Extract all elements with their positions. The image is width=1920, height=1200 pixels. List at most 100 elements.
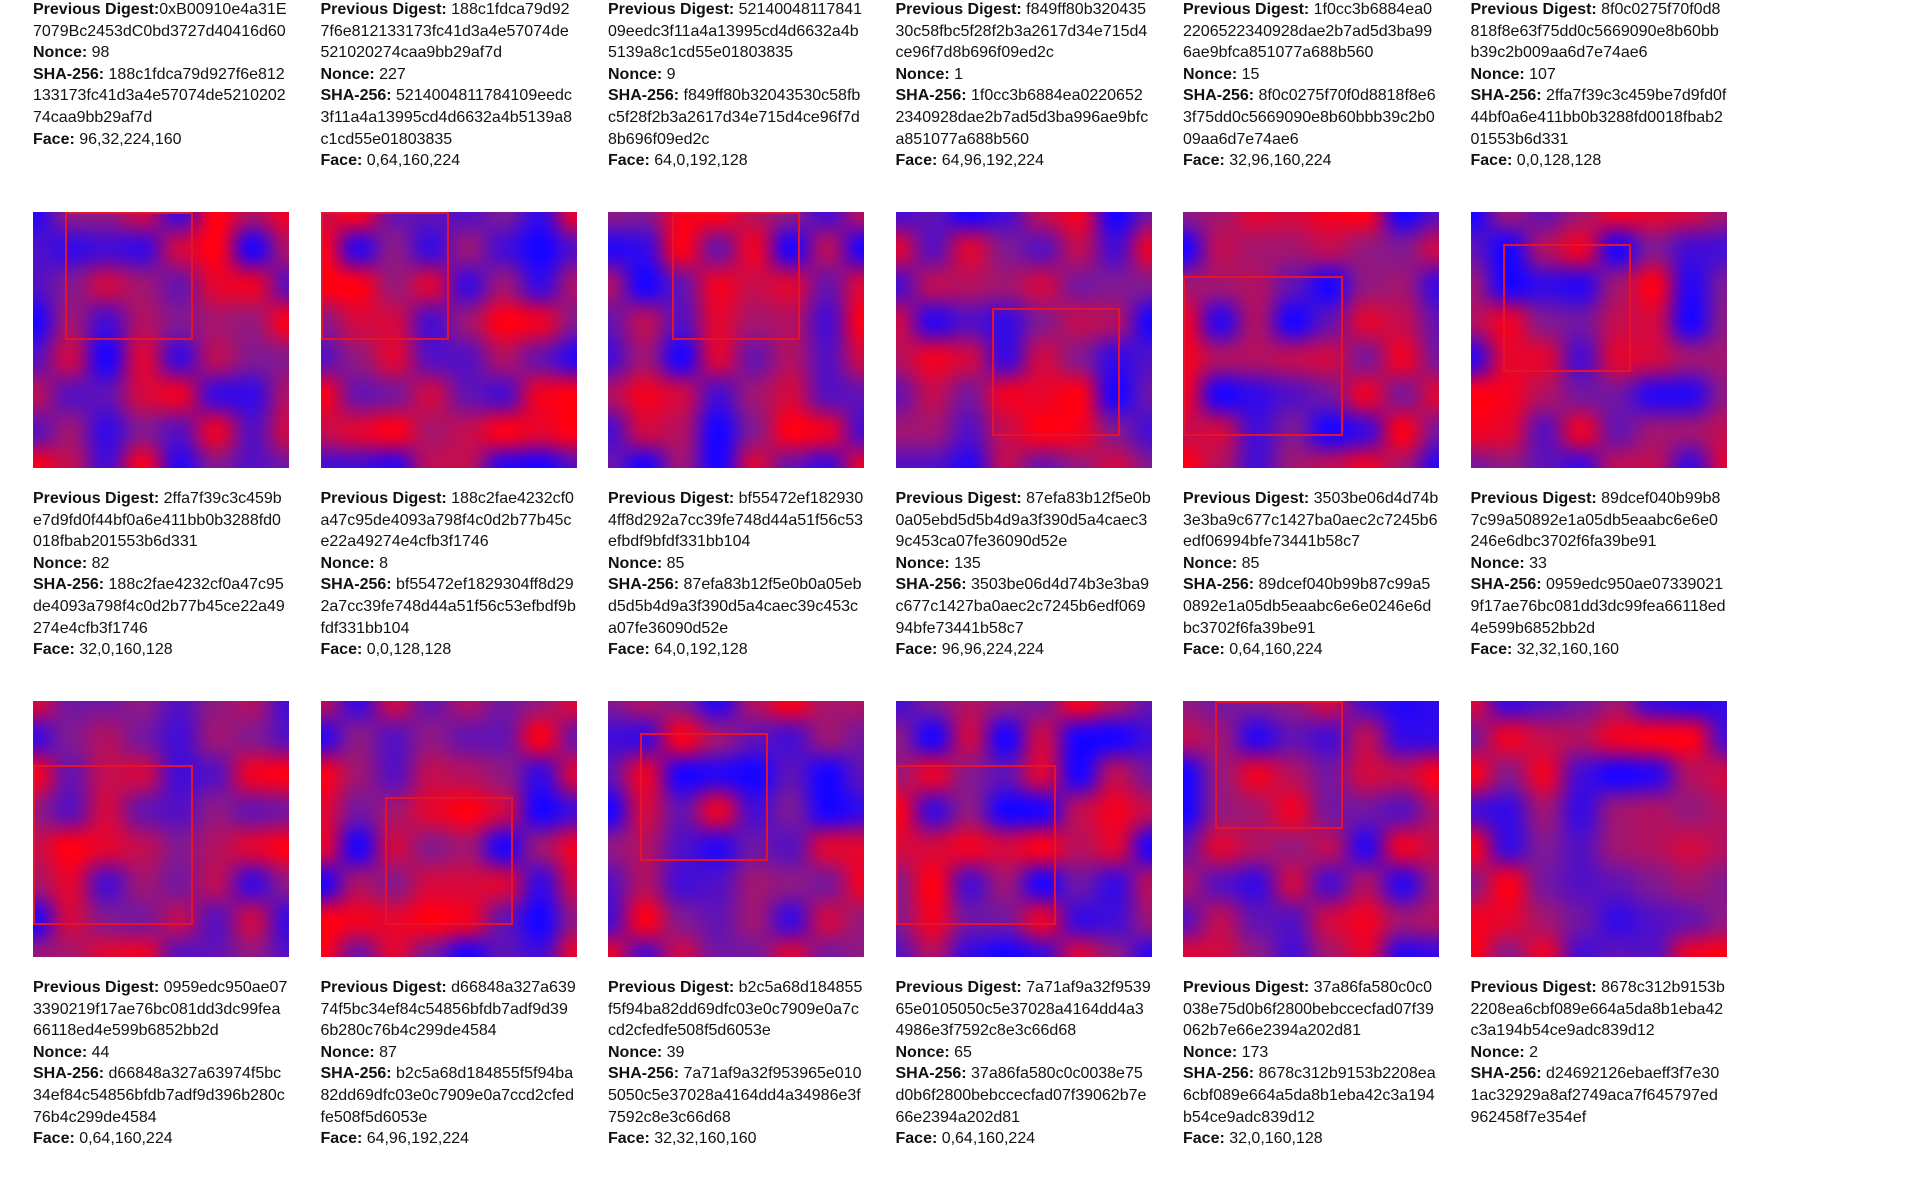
- noise-cell: [1274, 340, 1311, 377]
- noise-cell: [1470, 303, 1490, 340]
- block-meta: Previous Digest: 8f0c0275f70f0d8818f8e63f…: [1471, 0, 1727, 172]
- noise-cell: [1707, 412, 1727, 450]
- noise-cell: [88, 829, 125, 866]
- noise-cell: [161, 701, 198, 720]
- face-detection-box: [640, 733, 768, 861]
- noise-cell: [950, 829, 988, 866]
- noise-cell: [1671, 701, 1708, 720]
- noise-cell: [663, 701, 700, 720]
- noise-cell: [339, 303, 376, 340]
- noise-cell: [320, 230, 340, 268]
- noise-cell: [233, 901, 271, 939]
- noise-cell: [484, 756, 522, 793]
- noise-cell: [1562, 901, 1599, 939]
- block-meta: Previous Digest: 5214004811784109eedc3f11…: [608, 0, 864, 172]
- noise-cell: [1383, 212, 1421, 231]
- noise-cell: [1096, 865, 1133, 902]
- nonce-value: 173: [1241, 1043, 1269, 1061]
- noise-cell: [663, 938, 700, 957]
- noise-cell: [1562, 212, 1599, 231]
- noise-cell: [124, 719, 161, 757]
- noise-cell: [845, 212, 864, 231]
- face-value: 96,32,224,160: [79, 130, 182, 148]
- noise-cell: [1420, 829, 1439, 866]
- sha256-label: SHA-256:: [895, 87, 967, 105]
- noise-cell: [608, 829, 627, 866]
- noise-cell: [608, 267, 627, 304]
- noise-cell: [895, 267, 915, 304]
- sha256-label: SHA-256:: [33, 576, 105, 594]
- face-detection-box: [991, 308, 1120, 436]
- noise-cell: [1562, 376, 1599, 413]
- previous-digest-value: 5214004811784109eedc3f11a4a13995cd4d6632…: [608, 1, 863, 62]
- noise-cell: [950, 340, 988, 377]
- noise-cell: [1201, 412, 1239, 450]
- noise-cell: [233, 792, 271, 829]
- noise-cell: [521, 376, 558, 413]
- noise-cell: [1634, 212, 1672, 231]
- nonce-label: Nonce:: [1183, 1043, 1238, 1061]
- face-line: Face: 0,64,160,224: [321, 150, 577, 172]
- noise-cell: [33, 449, 52, 468]
- noise-cell: [1311, 230, 1348, 268]
- previous-digest-value: b2c5a68d184855f5f94ba82dd69dfc03e0c7909e…: [608, 979, 863, 1040]
- noise-cell: [320, 901, 340, 939]
- noise-cell: [987, 756, 1024, 793]
- noise-cell: [772, 938, 809, 957]
- noise-cell: [1238, 756, 1275, 793]
- noise-cell: [895, 719, 915, 757]
- noise-cell: [845, 701, 864, 720]
- noise-cell: [197, 865, 234, 902]
- noise-cell: [1420, 303, 1439, 340]
- noise-cell: [375, 865, 413, 902]
- nonce-value: 82: [91, 554, 110, 572]
- noise-cell: [88, 756, 125, 793]
- previous-digest-line: Previous Digest: 89dcef040b99b87c99a50892…: [1471, 488, 1727, 553]
- noise-cell: [1420, 938, 1439, 957]
- previous-digest-line: Previous Digest: 188c2fae4232cf0a47c95de4…: [321, 488, 577, 553]
- sha256-label: SHA-256:: [320, 576, 392, 594]
- noise-cell: [1201, 938, 1239, 957]
- noise-cell: [1059, 701, 1097, 720]
- sha256-label: SHA-256:: [1183, 1065, 1255, 1083]
- block-card: Previous Digest: bf55472ef1829304ff8d292a…: [608, 212, 864, 666]
- noise-grid: [33, 212, 289, 468]
- noise-cell: [197, 412, 234, 450]
- sha256-value: 188c2fae4232cf0a47c95de4093a798f4c0d2b77…: [33, 576, 285, 637]
- sha256-label: SHA-256:: [1470, 1065, 1542, 1083]
- noise-cell: [484, 829, 522, 866]
- face-detection-box: [384, 797, 513, 925]
- noise-cell: [1525, 719, 1563, 757]
- nonce-label: Nonce:: [1183, 65, 1238, 83]
- noise-cell: [339, 829, 376, 866]
- noise-cell: [161, 449, 198, 468]
- noise-cell: [339, 792, 376, 829]
- noise-cell: [1634, 449, 1672, 468]
- noise-cell: [1525, 303, 1563, 340]
- noise-cell: [914, 412, 951, 450]
- noise-cell: [448, 212, 485, 231]
- nonce-label: Nonce:: [608, 65, 663, 83]
- previous-digest-line: Previous Digest: bf55472ef1829304ff8d292a…: [608, 488, 864, 553]
- noise-cell: [1634, 340, 1672, 377]
- noise-cell: [412, 901, 449, 939]
- sha256-line: SHA-256: 2ffa7f39c3c459be7d9fd0f44bf0a6e4…: [1471, 85, 1727, 150]
- noise-cell: [484, 719, 522, 757]
- previous-digest-line: Previous Digest: f849ff80b32043530c58fbc5…: [896, 0, 1152, 64]
- noise-cell: [1420, 412, 1439, 450]
- noise-cell: [736, 938, 773, 957]
- sha256-label: SHA-256:: [608, 576, 680, 594]
- noise-cell: [197, 267, 234, 304]
- previous-digest-value: 2ffa7f39c3c459be7d9fd0f44bf0a6e411bb0b32…: [33, 490, 282, 551]
- sha256-value: 8678c312b9153b2208ea6cbf089e664a5da8b1eb…: [1183, 1065, 1436, 1126]
- noise-cell: [987, 829, 1024, 866]
- face-value: 0,64,160,224: [366, 152, 461, 170]
- noise-cell: [557, 212, 577, 231]
- noise-cell: [1634, 792, 1672, 829]
- noise-cell: [845, 938, 864, 957]
- noise-cell: [663, 901, 700, 939]
- noise-cell: [1420, 449, 1439, 468]
- noise-cell: [1347, 792, 1384, 829]
- noise-cell: [1311, 865, 1348, 902]
- previous-digest-value: 87efa83b12f5e0b0a05ebd5d5b4d9a3f390d5a4c…: [895, 490, 1151, 551]
